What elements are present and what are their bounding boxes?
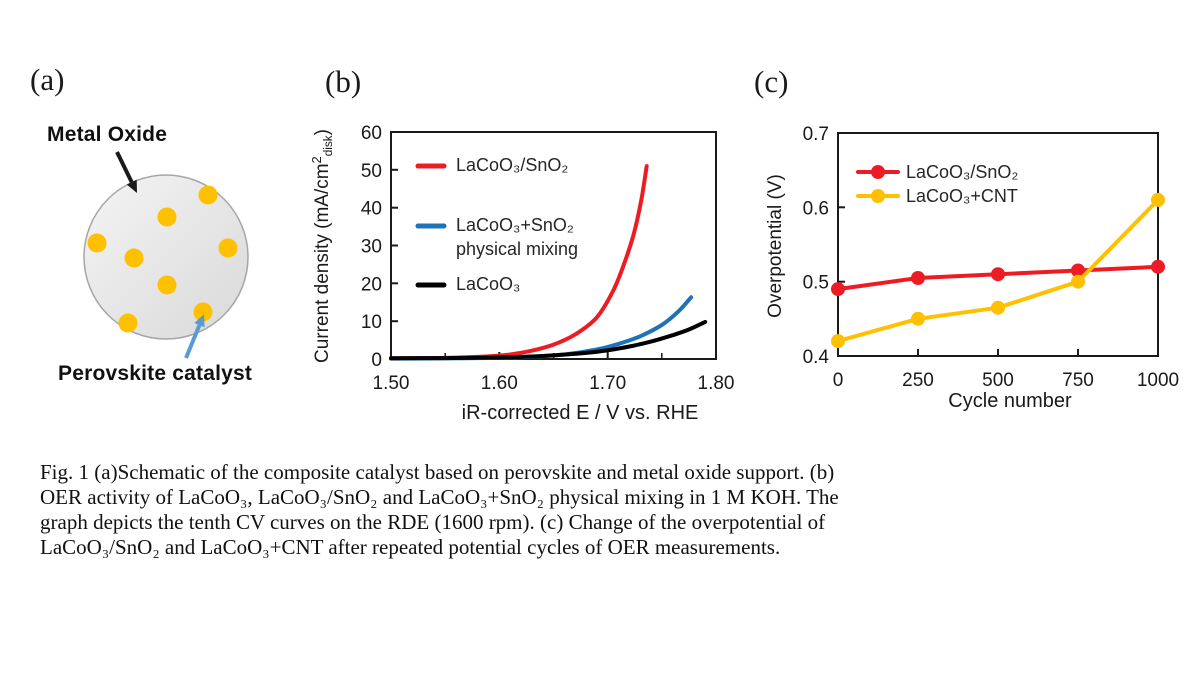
series-line xyxy=(389,319,708,361)
legend-marker xyxy=(871,189,885,203)
series-marker xyxy=(1151,259,1165,274)
catalyst-particle xyxy=(118,313,138,333)
legend-label: physical mixing xyxy=(456,239,578,259)
chart-b-ylabel-sub: disk xyxy=(322,135,336,157)
caption-line-1: Fig. 1 (a)Schematic of the composite cat… xyxy=(40,460,835,484)
y-tick-label: 0.5 xyxy=(803,273,829,294)
series-marker xyxy=(831,282,845,297)
y-tick-label: 0.4 xyxy=(803,347,830,368)
chart-b-ylabel-text: Current density (mA/cm xyxy=(312,163,334,363)
y-tick-label: 30 xyxy=(361,237,382,258)
legend-label: LaCoO₃/SnO₂ xyxy=(906,162,1018,182)
chart-b-ylabel-sup: 2 xyxy=(308,156,324,164)
y-tick-label: 60 xyxy=(361,123,382,144)
perovskite-catalyst-label: Perovskite catalyst xyxy=(58,362,253,385)
metal-oxide-arrow-head xyxy=(126,179,137,193)
series-marker xyxy=(1071,274,1085,289)
legend-marker xyxy=(871,165,885,179)
chart-c-ylabel-text: Overpotential (V) xyxy=(765,174,786,318)
legend-label: LaCoO₃ xyxy=(456,274,520,294)
x-tick-label: 1000 xyxy=(1137,370,1179,391)
metal-oxide-support-circle xyxy=(83,174,249,340)
catalyst-particle xyxy=(157,207,177,227)
legend-label: LaCoO₃/SnO₂ xyxy=(456,155,568,175)
series-marker xyxy=(911,271,925,285)
chart-b-ylabel-close: ) xyxy=(312,129,334,136)
panel-a-label: (a) xyxy=(30,62,65,97)
series-marker xyxy=(1151,192,1165,207)
catalyst-particle xyxy=(157,275,177,295)
catalyst-particle xyxy=(198,185,218,205)
metal-oxide-label: Metal Oxide xyxy=(47,123,168,146)
chart-b-canvas: 1.50 1.60 1.70 1.80 0 10 20 30 40 50 60 LaCoO₃/SnO₂… xyxy=(361,123,735,394)
y-tick-label: 10 xyxy=(361,312,382,333)
y-tick-label: 0 xyxy=(371,350,382,371)
chart-c-canvas: 0 250 500 750 1000 0.4 0.5 0.6 0.7 LaCoO₃/SnO₂ LaC… xyxy=(803,124,1180,391)
series-marker xyxy=(991,267,1005,282)
chart-b-x-axis-title: iR-corrected E / V vs. RHE xyxy=(461,402,699,424)
chart-c-x-axis-title: Cycle number xyxy=(948,390,1072,412)
x-tick-label: 0 xyxy=(833,370,844,391)
series-marker xyxy=(1071,263,1085,278)
legend-label: LaCoO₃+SnO₂ xyxy=(456,215,574,235)
x-tick-label: 500 xyxy=(982,370,1014,391)
catalyst-schematic xyxy=(83,151,249,359)
perovskite-arrow xyxy=(184,324,202,359)
caption-line-2: OER activity of LaCoO₃, LaCoO₃/SnO₂ and … xyxy=(40,485,839,509)
caption-line-4: LaCoO₃/SnO₂ and LaCoO₃+CNT after repeate… xyxy=(40,535,781,559)
x-tick-label: 1.70 xyxy=(589,373,626,394)
panel-c-label: (c) xyxy=(754,64,789,99)
y-tick-label: 50 xyxy=(361,161,382,182)
x-tick-label: 750 xyxy=(1062,370,1094,391)
x-tick-label: 250 xyxy=(902,370,934,391)
y-tick-label: 40 xyxy=(361,199,382,220)
series-line xyxy=(389,164,649,361)
catalyst-particle xyxy=(218,238,238,258)
chart-c-y-axis-title: Overpotential (V) xyxy=(765,174,787,318)
x-tick-label: 1.50 xyxy=(373,373,410,394)
y-tick-label: 20 xyxy=(361,274,382,295)
y-tick-label: 0.7 xyxy=(803,124,829,145)
catalyst-particle xyxy=(124,248,144,268)
perovskite-arrow-head xyxy=(194,314,205,328)
panel-b-label: (b) xyxy=(325,64,362,99)
catalyst-particle xyxy=(87,233,107,253)
series-marker xyxy=(911,311,925,326)
x-tick-label: 1.80 xyxy=(698,373,735,394)
legend-label: LaCoO₃+CNT xyxy=(906,186,1018,206)
x-tick-label: 1.60 xyxy=(481,373,518,394)
metal-oxide-arrow xyxy=(115,151,134,184)
chart-b-y-axis-title: Current density (mA/cm2disk) xyxy=(309,129,335,363)
series-marker xyxy=(831,334,845,349)
caption-line-3: graph depicts the tenth CV curves on the… xyxy=(40,510,826,534)
y-tick-label: 0.6 xyxy=(803,198,829,219)
catalyst-particle xyxy=(193,302,213,322)
series-marker xyxy=(991,300,1005,315)
